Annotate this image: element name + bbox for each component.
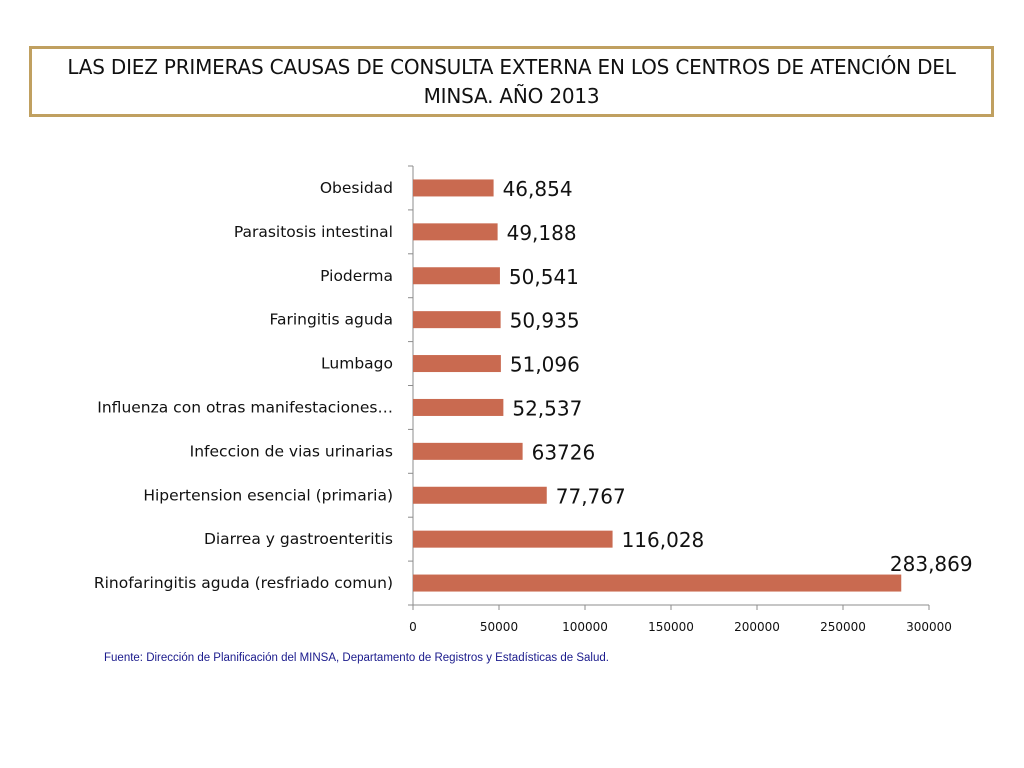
data-label: 50,541 [509,265,579,289]
category-label: Lumbago [321,355,393,373]
x-tick-label: 200000 [734,620,780,634]
bar-1 [413,179,494,197]
x-tick-label: 50000 [480,620,518,634]
bar-9 [413,530,613,548]
bar-8 [413,486,547,504]
bar-5 [413,355,501,373]
data-label: 46,854 [503,177,573,201]
bar-3 [413,267,500,285]
data-label: 49,188 [507,221,577,245]
title-box: LAS DIEZ PRIMERAS CAUSAS DE CONSULTA EXT… [29,46,994,117]
category-label: Obesidad [320,179,393,197]
x-tick-label: 100000 [562,620,608,634]
category-label: Parasitosis intestinal [234,223,393,241]
bar-2 [413,223,498,241]
category-label: Diarrea y gastroenteritis [204,530,393,548]
data-label: 51,096 [510,353,580,377]
data-label: 77,767 [556,484,626,508]
x-tick-label: 0 [409,620,417,634]
category-label: Faringitis aguda [269,311,393,329]
bar-6 [413,398,504,416]
data-label: 283,869 [890,552,973,576]
x-tick-label: 250000 [820,620,866,634]
bar-4 [413,311,501,329]
category-label: Pioderma [320,267,393,285]
bar-7 [413,442,523,460]
category-label: Rinofaringitis aguda (resfriado comun) [94,574,393,592]
chart-title: LAS DIEZ PRIMERAS CAUSAS DE CONSULTA EXT… [67,54,956,108]
data-label: 116,028 [622,528,705,552]
category-label: Hipertension esencial (primaria) [143,486,393,504]
data-label: 63726 [532,440,596,464]
source-note: Fuente: Dirección de Planificación del M… [104,652,609,664]
bar-10 [413,574,902,592]
category-label: Influenza con otras manifestaciones… [97,398,393,416]
x-tick-label: 300000 [906,620,952,634]
data-label: 52,537 [512,396,582,420]
data-label: 50,935 [510,309,580,333]
category-label: Infeccion de vias urinarias [190,442,393,460]
x-tick-label: 150000 [648,620,694,634]
